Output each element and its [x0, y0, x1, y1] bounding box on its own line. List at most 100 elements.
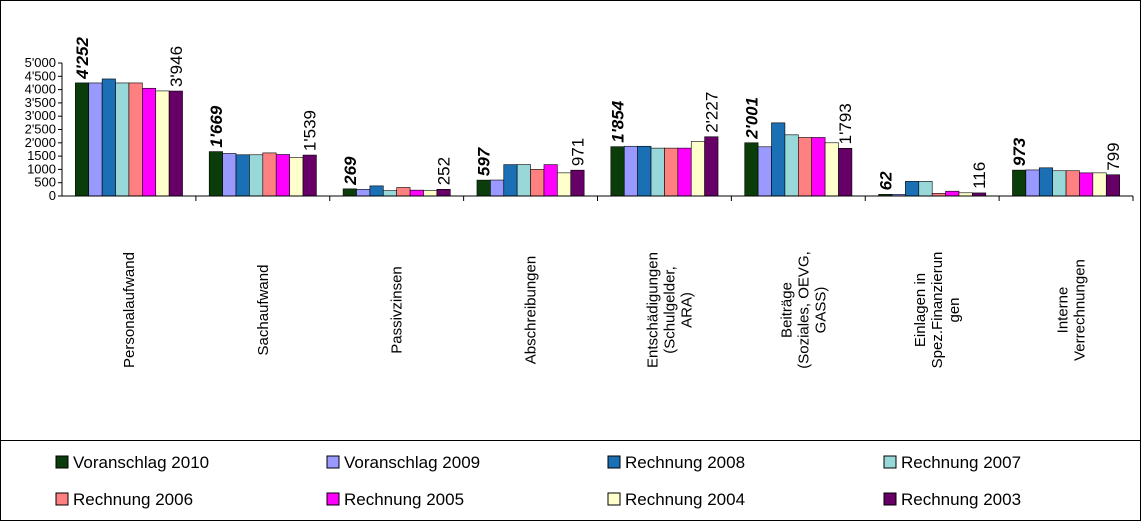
bar [235, 154, 250, 197]
data-label: 1'793 [836, 103, 855, 144]
data-label: 2'001 [742, 97, 761, 140]
bar [623, 145, 638, 197]
bar [423, 190, 438, 197]
y-tick-label: 4'000 [25, 82, 56, 97]
bar [382, 190, 397, 197]
data-label: 4'252 [73, 36, 92, 79]
bar [918, 181, 933, 197]
y-tick-label: 3'500 [25, 95, 56, 110]
bar [490, 179, 505, 197]
data-label: 252 [435, 157, 454, 185]
bar [503, 164, 518, 197]
legend-label: Voranschlag 2009 [344, 453, 480, 472]
bar [302, 154, 317, 197]
bar [356, 189, 371, 197]
legend-swatch [55, 455, 69, 469]
bar [1105, 174, 1120, 197]
bar [88, 82, 103, 197]
y-tick-label: 1000 [27, 161, 56, 176]
y-tick-label: 4'500 [25, 68, 56, 83]
x-tick-label: Personalaufwand [121, 252, 138, 368]
data-label: 269 [341, 156, 360, 186]
bar [557, 172, 572, 197]
x-tick-label: Abschreibungen [523, 256, 540, 364]
bar [610, 146, 625, 197]
bar [1092, 172, 1107, 197]
bar [369, 185, 384, 197]
data-label: 1'539 [301, 110, 320, 151]
y-tick-label: 5'000 [25, 55, 56, 70]
bar [289, 157, 304, 197]
legend-swatch [326, 492, 340, 506]
bar [275, 154, 290, 197]
bar [905, 181, 920, 197]
bar [637, 145, 652, 197]
bar [798, 137, 813, 197]
data-label: 3'946 [167, 46, 186, 87]
x-tick-label: Einlagen inSpez.Finanzierungen [912, 252, 963, 369]
bar [757, 146, 772, 197]
legend-swatch [883, 455, 897, 469]
bar [1025, 169, 1040, 197]
bar [409, 189, 424, 197]
bar [838, 148, 853, 197]
y-tick-label: 500 [34, 175, 56, 190]
legend-swatch [326, 455, 340, 469]
data-label: 799 [1104, 142, 1123, 170]
bar [262, 152, 277, 197]
x-tick-label: InterneVerrechnungen [1055, 259, 1089, 361]
data-label: 2'227 [702, 92, 721, 133]
bar [784, 134, 799, 197]
x-tick-label: Sachaufwand [255, 265, 272, 356]
bar [690, 141, 705, 197]
bar [436, 188, 451, 197]
bar [771, 122, 786, 197]
bar [1079, 172, 1094, 197]
bar [811, 137, 826, 197]
bar [650, 147, 665, 197]
data-label: 597 [475, 146, 494, 176]
data-label: 973 [1010, 137, 1029, 166]
bar [1052, 170, 1067, 197]
bar [1038, 167, 1053, 197]
bar [677, 147, 692, 197]
y-tick-label: 2'500 [25, 122, 56, 137]
legend-label: Rechnung 2007 [901, 453, 1021, 472]
data-label: 1'669 [207, 105, 226, 147]
bar [142, 87, 157, 197]
legend-swatch [883, 492, 897, 506]
bar [342, 188, 357, 197]
bar [249, 154, 264, 197]
bar [1012, 169, 1027, 197]
bar [570, 169, 585, 197]
legend-label: Rechnung 2005 [344, 490, 464, 509]
data-label: 971 [568, 138, 587, 166]
legend-label: Rechnung 2006 [73, 490, 193, 509]
data-label: 116 [970, 162, 989, 189]
legend-swatch [607, 455, 621, 469]
legend-label: Rechnung 2003 [901, 490, 1021, 509]
bar [945, 190, 960, 197]
bar [664, 147, 679, 197]
bar [744, 142, 759, 197]
bar [168, 90, 183, 197]
x-tick-label: Passivzinsen [389, 266, 406, 354]
legend-label: Rechnung 2004 [625, 490, 745, 509]
bar [396, 187, 411, 197]
legend-swatch [607, 492, 621, 506]
bar [75, 82, 90, 197]
bar [1065, 170, 1080, 197]
y-tick-label: 1500 [27, 148, 56, 163]
bar [530, 169, 545, 197]
bar [115, 82, 130, 197]
bar [704, 136, 719, 197]
bar [208, 151, 223, 197]
x-tick-label: Entschädigungen(Schulgelder,ARA) [644, 252, 695, 368]
bar [128, 82, 143, 197]
bar [824, 142, 839, 197]
legend-label: Voranschlag 2010 [73, 453, 209, 472]
x-tick-label: Beiträge(Soziales, OEVG,GASS) [778, 251, 829, 369]
bar [101, 78, 116, 197]
